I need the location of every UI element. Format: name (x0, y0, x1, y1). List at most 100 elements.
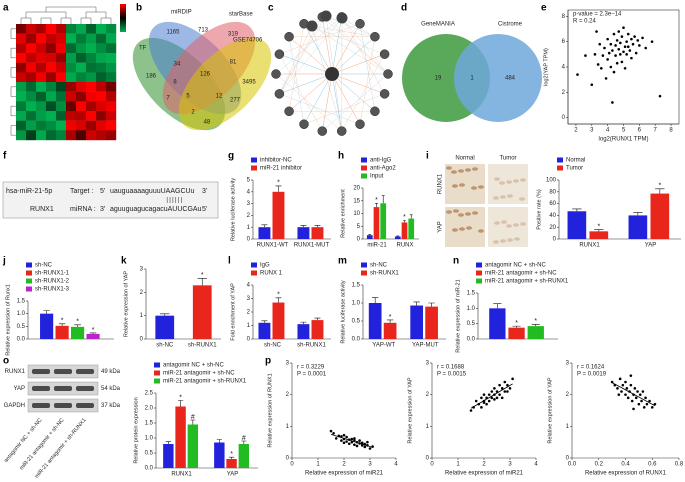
point (506, 383, 509, 387)
significance: * (277, 292, 280, 299)
heatmap-cell (106, 33, 117, 44)
network-node (370, 106, 380, 117)
tissue-stain (501, 220, 507, 224)
tissue-stain (478, 229, 484, 233)
mirna-name: hsa-miR-21-5p (6, 188, 52, 195)
y-tick-label: 1 (426, 424, 430, 430)
y-tick-label: 2 (426, 392, 430, 398)
y-tick-label: 1.5 (17, 299, 26, 305)
y-tick-label: 1.5 (145, 421, 154, 427)
heatmap-cell (86, 101, 97, 112)
x-tick-label: 5 (622, 128, 626, 134)
significance: # (191, 414, 195, 421)
heatmap-cell (56, 120, 67, 131)
heatmap-cell (66, 101, 77, 112)
heatmap-cell (56, 33, 67, 44)
tissue-stain (493, 196, 499, 200)
heatmap-cell (96, 130, 107, 141)
heatmap-cell (56, 53, 67, 63)
micrograph (445, 164, 485, 204)
y-tick-label: 60 (549, 201, 556, 207)
point (487, 399, 491, 403)
point (347, 442, 351, 446)
heatmap-cell (26, 53, 37, 63)
heatmap-cell (36, 91, 47, 102)
point (601, 54, 605, 57)
heatmap-cell (56, 43, 67, 54)
point (508, 387, 512, 390)
point (503, 390, 507, 393)
point (638, 44, 641, 47)
x-tick-label: miR-21 (367, 243, 387, 249)
venn-count: 34 (174, 62, 181, 68)
x-tick-label: 1 (316, 462, 320, 468)
significance: * (230, 451, 233, 458)
y-tick-label: 6 (562, 39, 566, 45)
heatmap-cell (56, 101, 67, 112)
x-tick-label: 4 (606, 128, 610, 134)
bar (650, 193, 670, 239)
network-edge (311, 25, 375, 37)
tissue-stain (513, 179, 519, 183)
row-start: 5' (100, 188, 105, 195)
blot-band (76, 369, 94, 374)
heatmap-cell (36, 43, 47, 54)
blot-band (54, 386, 72, 391)
point (332, 432, 335, 435)
tissue-stain (494, 177, 500, 181)
point (634, 396, 638, 400)
y-tick-label: 10 (353, 211, 360, 217)
heatmap-cell (76, 62, 87, 73)
point (368, 447, 372, 450)
network-hub (325, 67, 339, 81)
tissue-stain (465, 212, 471, 216)
panel-letter: h (338, 151, 344, 162)
point (626, 32, 630, 36)
point (495, 396, 499, 400)
heatmap-cell (16, 82, 27, 92)
legend-swatch (251, 157, 257, 163)
legend-label: Normal (566, 158, 585, 164)
error-bar (300, 225, 307, 228)
point (493, 398, 496, 401)
network-node (355, 19, 365, 29)
tissue-stain (493, 240, 499, 244)
heatmap-cell (96, 91, 107, 102)
point (480, 396, 483, 400)
tissue-stain (499, 181, 505, 185)
point (650, 40, 654, 43)
heatmap-cell (86, 82, 97, 92)
heatmap-cell (106, 43, 117, 54)
heatmap-cell (76, 53, 87, 63)
heatmap-cell (16, 43, 27, 54)
network-edge (331, 73, 342, 132)
point (482, 393, 486, 396)
network-node (320, 10, 332, 22)
point (611, 49, 614, 52)
y-tick-label: 2 (140, 290, 144, 296)
heatmap-cell (76, 120, 87, 131)
venn-set (178, 37, 272, 131)
point (658, 94, 662, 98)
point (334, 437, 338, 440)
y-tick-label: 5 (247, 178, 251, 184)
x-tick-label: 0.2 (595, 462, 604, 468)
heatmap-cell (26, 91, 37, 102)
significance: * (375, 197, 378, 204)
bar (508, 327, 525, 339)
legend-swatch (26, 286, 32, 292)
point (620, 390, 623, 393)
point (614, 44, 617, 47)
tissue-stain (507, 194, 513, 198)
point (624, 380, 627, 384)
panel-letter: o (3, 356, 9, 367)
point (506, 390, 509, 393)
network-edge (288, 73, 333, 112)
error-bar (386, 319, 394, 323)
tissue-stain (472, 211, 478, 215)
tissue-stain (507, 238, 513, 242)
point (350, 437, 354, 441)
legend-label: IgG (260, 263, 270, 269)
y-tick-label: 3 (247, 296, 251, 302)
row-end: 5' (202, 206, 207, 213)
